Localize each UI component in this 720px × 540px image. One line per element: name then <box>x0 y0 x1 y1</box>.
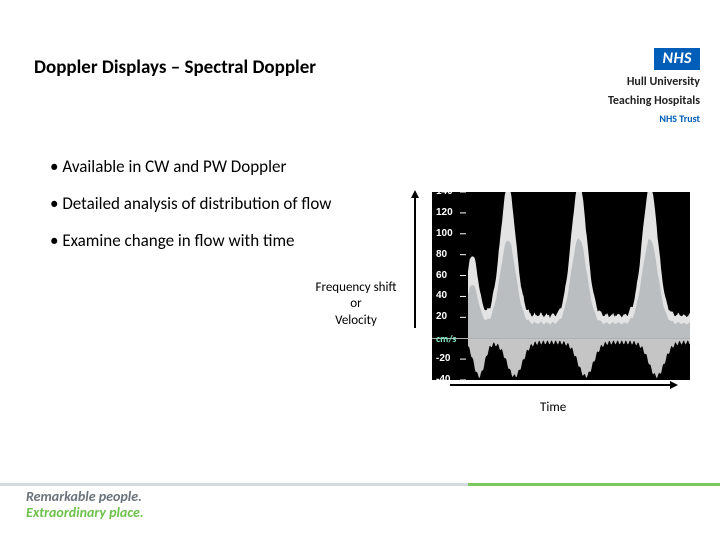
spectral-doppler-chart: 14012010080604020-20-40 cm/s <box>432 192 690 380</box>
logo-line1: Hull University <box>627 75 700 89</box>
x-axis-arrow <box>450 384 670 386</box>
y-axis-label-line: Frequency shift <box>316 280 397 295</box>
spectral-plot: 14012010080604020-20-40 cm/s <box>432 192 690 380</box>
bullet-list: Available in CW and PW Doppler Detailed … <box>50 156 331 267</box>
y-axis-label: Frequency shift or Velocity <box>302 280 410 329</box>
bullet-item: Available in CW and PW Doppler <box>50 156 331 177</box>
nhs-badge: NHS <box>654 48 700 70</box>
nhs-trust-logo: NHS Hull University Teaching Hospitals N… <box>608 48 700 128</box>
x-axis-label: Time <box>540 400 566 415</box>
y-axis-label-line: or <box>350 296 361 311</box>
slide: Doppler Displays – Spectral Doppler NHS … <box>0 0 720 540</box>
y-axis-arrow <box>414 198 416 328</box>
footer-line2: Extraordinary place. <box>26 505 144 520</box>
baseline <box>432 338 690 339</box>
bullet-item: Detailed analysis of distribution of flo… <box>50 193 331 214</box>
slide-title: Doppler Displays – Spectral Doppler <box>34 56 316 79</box>
bullet-item: Examine change in flow with time <box>50 230 331 251</box>
footer-line1: Remarkable people. <box>26 489 144 504</box>
y-axis-label-line: Velocity <box>335 313 377 328</box>
logo-line3: NHS Trust <box>659 112 700 125</box>
unit-label: cm/s <box>436 332 456 345</box>
footer-tagline: Remarkable people. Extraordinary place. <box>26 489 144 520</box>
spectral-svg <box>432 192 690 380</box>
logo-line2: Teaching Hospitals <box>608 94 700 108</box>
footer-divider <box>0 483 720 486</box>
